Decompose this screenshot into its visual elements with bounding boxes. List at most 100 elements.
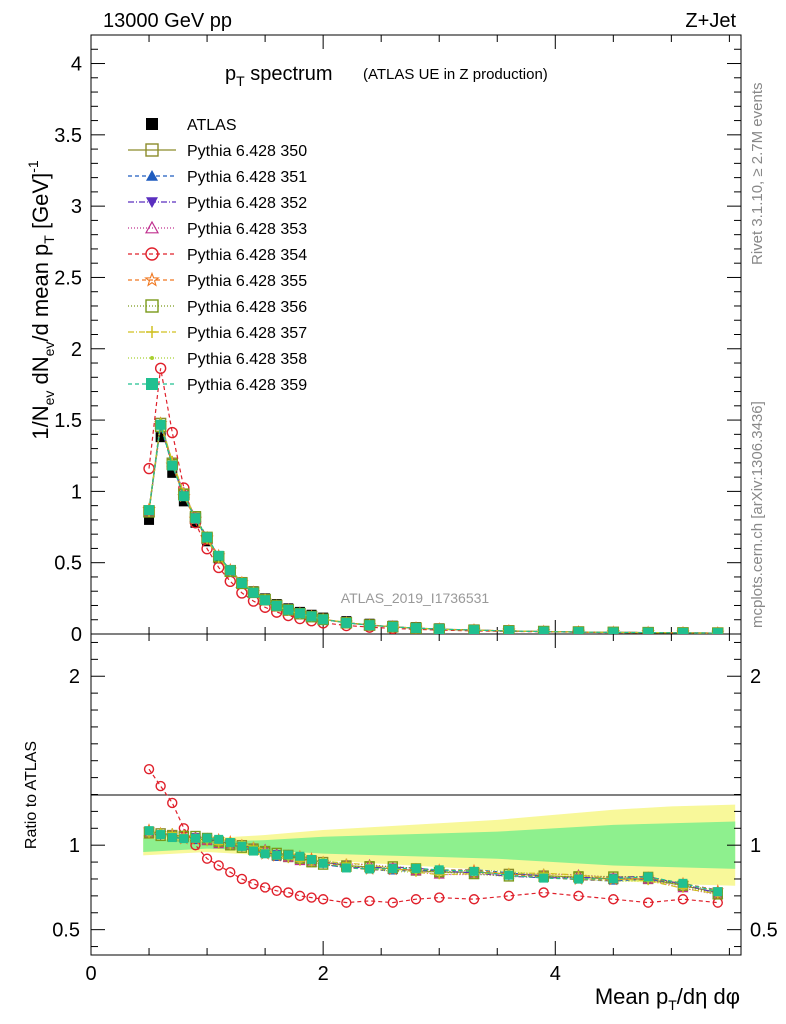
legend-item: Pythia 6.428 351 [128,169,307,186]
rivet-version-label: Rivet 3.1.10, ≥ 2.7M events [749,83,766,266]
y-tick-label: 0.5 [52,920,80,942]
main-series-layer [142,362,725,634]
data-point [608,627,619,634]
data-point [144,505,155,516]
x-tick-label: 2 [318,963,329,985]
data-point [143,763,155,775]
data-point [283,887,294,898]
data-point [364,620,375,631]
data-point [713,887,723,897]
data-point [434,624,445,634]
ratio-series-10 [144,826,723,897]
y-tick-label-right: 2 [750,666,761,688]
data-point [144,271,160,287]
y-tick-label: 0.5 [54,553,82,575]
y-tick-label: 2 [69,666,80,688]
data-point [306,611,317,622]
data-point [411,623,421,634]
series-0 [144,432,723,634]
data-point [146,378,158,390]
data-point [202,833,212,843]
data-point [434,865,444,875]
data-point [538,887,549,898]
data-point [306,892,317,903]
legend-label: Pythia 6.428 353 [187,221,307,238]
data-point [154,362,167,375]
data-point [145,299,159,313]
x-tick-label: 4 [550,963,561,985]
data-point [677,894,689,905]
data-point [283,850,293,860]
data-point [712,628,723,634]
data-point [144,514,155,525]
data-point [294,890,306,902]
legend-label: Pythia 6.428 350 [187,143,307,160]
y-tick-label: 3 [71,196,82,218]
data-point [573,627,584,634]
data-point [190,513,201,524]
data-point [341,897,352,908]
data-point [167,833,177,843]
data-point [307,854,317,864]
data-point [365,864,375,874]
y-tick-label: 2.5 [54,267,82,289]
data-point [608,894,619,905]
data-point [538,626,549,634]
data-point [468,894,480,905]
y-tick-label: 1 [69,835,80,857]
legend-item: Pythia 6.428 357 [128,325,307,342]
data-point [145,143,159,157]
y-tick-label-right: 1 [750,835,761,857]
data-point [213,860,224,871]
data-point [213,550,224,561]
series-10 [144,419,723,634]
legend-item: ATLAS [146,117,237,134]
legend-item: Pythia 6.428 352 [128,195,307,212]
y-tick-label: 3.5 [54,125,82,147]
x-axis-title: Mean pT/dη dφ [595,984,740,1013]
data-point [411,863,421,873]
data-point [224,575,236,587]
legend-label: Pythia 6.428 359 [187,377,307,394]
header-process: Z+Jet [685,10,736,32]
data-point [643,872,653,882]
data-point [260,595,271,606]
data-point [156,830,166,840]
legend-item: Pythia 6.428 358 [128,351,307,368]
data-point [249,846,258,856]
data-point [271,885,282,896]
data-point [341,617,352,628]
data-point [236,873,248,885]
ratio-uncertainty-bands [143,804,736,886]
legend-label: Pythia 6.428 351 [187,169,307,186]
data-point [146,170,158,181]
legend-item: Pythia 6.428 353 [128,220,307,238]
data-point [608,874,618,884]
legend-item: Pythia 6.428 354 [128,247,307,264]
ratio-y-tick-labels: 0.5 0.5 1 1 2 2 [52,666,778,941]
data-point [574,874,583,884]
data-point [167,797,178,809]
data-point [167,467,178,478]
main-y-axis-title: 1/Nev dNev/d mean pT [GeV]-1 [25,160,57,440]
legend-label: ATLAS [187,117,237,134]
data-point [225,565,236,576]
legend-item: Pythia 6.428 355 [128,271,307,290]
data-point [318,614,329,625]
y-tick-label: 4 [71,54,82,76]
ratio-x-tick-labels: 0 2 4 [85,963,560,985]
legend-label: Pythia 6.428 357 [187,325,307,342]
x-tick-label: 0 [85,963,96,985]
y-tick-label: 0 [71,624,82,646]
data-point [259,882,271,893]
y-tick-label: 1.5 [54,410,82,432]
data-point [225,867,236,878]
data-point [388,864,398,874]
data-point [146,118,158,130]
data-point [144,220,160,234]
data-point [318,858,328,868]
data-point [155,432,166,443]
ratio-series-line [148,768,718,904]
data-point [201,853,213,864]
